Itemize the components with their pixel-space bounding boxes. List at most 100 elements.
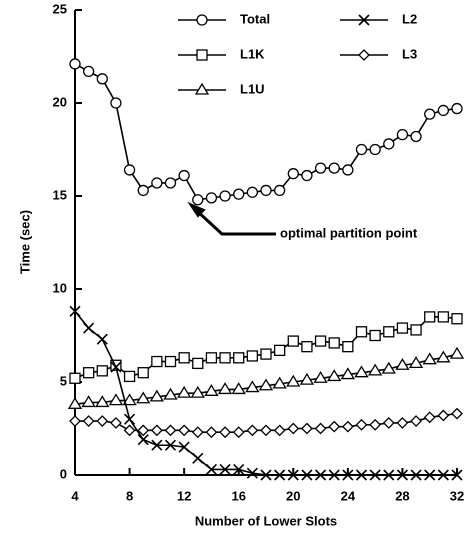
marker xyxy=(219,190,231,202)
marker xyxy=(192,357,204,370)
marker xyxy=(381,361,396,374)
marker xyxy=(122,393,137,406)
marker xyxy=(192,452,204,464)
marker xyxy=(123,164,136,176)
marker xyxy=(83,322,95,334)
marker xyxy=(328,420,341,433)
x-axis-label: Number of Lower Slots xyxy=(195,513,337,528)
marker xyxy=(272,376,287,389)
marker xyxy=(424,311,436,323)
legend-label: L1U xyxy=(240,81,265,96)
marker xyxy=(69,58,81,70)
marker xyxy=(301,169,313,182)
marker xyxy=(69,372,81,384)
marker xyxy=(110,97,122,109)
marker xyxy=(190,385,205,398)
x-tick-label: 20 xyxy=(286,488,300,503)
marker xyxy=(178,169,190,182)
marker xyxy=(124,413,136,425)
marker xyxy=(342,341,354,353)
marker xyxy=(410,130,422,143)
x-tick-label: 24 xyxy=(341,488,356,503)
marker xyxy=(110,417,122,429)
marker xyxy=(299,372,315,385)
marker xyxy=(164,177,177,189)
marker xyxy=(287,168,299,180)
x-tick-label: 4 xyxy=(71,488,79,503)
marker xyxy=(164,439,177,451)
marker xyxy=(313,371,328,383)
marker xyxy=(108,393,124,406)
legend-label: L1K xyxy=(240,46,265,61)
marker xyxy=(314,422,327,435)
marker xyxy=(178,441,190,453)
marker xyxy=(196,14,208,26)
marker xyxy=(437,311,450,323)
marker xyxy=(219,463,231,475)
marker xyxy=(96,365,108,377)
marker xyxy=(341,420,354,433)
marker xyxy=(437,469,449,481)
marker xyxy=(176,385,192,398)
marker xyxy=(358,14,370,26)
annotation: optimal partition point xyxy=(280,225,418,240)
marker xyxy=(396,417,409,429)
marker xyxy=(137,367,149,379)
marker xyxy=(205,426,218,439)
marker xyxy=(354,365,369,378)
marker xyxy=(194,82,210,95)
marker xyxy=(151,177,163,189)
marker xyxy=(273,424,286,437)
marker xyxy=(260,184,272,197)
x-tick-label: 32 xyxy=(450,488,464,503)
marker xyxy=(314,335,327,347)
marker xyxy=(437,409,450,422)
marker xyxy=(355,418,368,431)
marker xyxy=(273,344,286,357)
marker xyxy=(136,391,151,404)
marker xyxy=(82,367,95,379)
marker xyxy=(233,463,245,475)
marker xyxy=(205,463,217,475)
arrow-head xyxy=(187,201,206,218)
marker xyxy=(396,128,409,141)
marker xyxy=(369,143,381,156)
marker xyxy=(219,426,231,439)
marker xyxy=(383,469,395,481)
marker xyxy=(246,350,259,362)
marker xyxy=(150,424,163,437)
marker xyxy=(151,439,163,451)
marker xyxy=(328,469,340,481)
marker xyxy=(301,422,313,435)
x-tick-label: 12 xyxy=(177,488,191,503)
marker xyxy=(396,469,408,481)
marker xyxy=(437,104,450,117)
marker xyxy=(178,424,191,437)
marker xyxy=(217,382,233,395)
y-tick-label: 25 xyxy=(53,1,67,16)
marker xyxy=(422,352,437,365)
marker xyxy=(123,370,136,383)
marker xyxy=(69,305,81,317)
marker xyxy=(328,337,340,349)
marker xyxy=(233,188,245,200)
marker xyxy=(260,469,272,481)
marker xyxy=(355,469,368,481)
series-line xyxy=(74,310,457,476)
marker xyxy=(205,352,218,364)
marker xyxy=(137,424,150,437)
marker xyxy=(163,387,178,400)
marker xyxy=(191,426,204,439)
marker xyxy=(424,469,436,481)
marker xyxy=(287,422,300,435)
y-axis-label: Time (sec) xyxy=(17,210,32,274)
marker xyxy=(137,184,149,197)
marker xyxy=(408,356,424,369)
marker xyxy=(81,395,96,408)
y-tick-label: 5 xyxy=(60,373,67,388)
marker xyxy=(232,426,245,439)
marker xyxy=(342,164,354,176)
marker xyxy=(96,415,109,427)
annotation-arrow xyxy=(194,208,276,236)
